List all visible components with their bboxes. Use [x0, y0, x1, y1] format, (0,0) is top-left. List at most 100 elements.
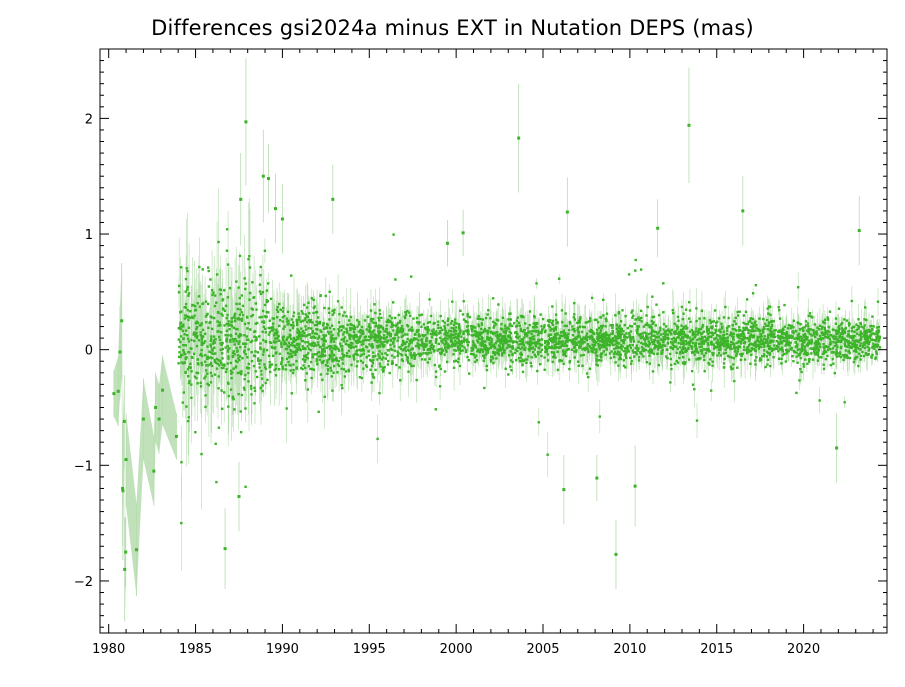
data-point	[747, 350, 751, 353]
data-point	[598, 348, 601, 351]
data-point	[863, 330, 866, 333]
data-point	[707, 335, 710, 339]
data-point	[823, 318, 827, 321]
data-point	[368, 328, 371, 332]
data-point	[330, 339, 333, 342]
data-point	[511, 353, 514, 357]
data-point	[769, 331, 772, 335]
data-point	[780, 362, 783, 365]
data-point	[226, 362, 229, 365]
data-point	[699, 357, 702, 360]
data-point	[242, 386, 246, 389]
data-point	[212, 339, 216, 342]
data-point	[632, 338, 635, 341]
data-point	[345, 327, 348, 330]
data-point	[394, 333, 397, 336]
data-point	[637, 316, 640, 319]
data-point	[645, 361, 648, 364]
data-point	[749, 333, 752, 336]
data-point	[325, 326, 328, 329]
data-point	[207, 285, 211, 288]
data-point	[554, 313, 558, 316]
data-point	[774, 329, 777, 332]
data-point	[862, 354, 866, 358]
data-point	[190, 315, 194, 318]
data-point	[828, 310, 832, 313]
data-point	[465, 329, 468, 332]
data-point	[816, 326, 819, 329]
data-point	[477, 314, 480, 318]
data-point	[751, 317, 754, 321]
data-point	[295, 367, 298, 370]
data-point	[795, 351, 798, 354]
data-point	[348, 345, 351, 348]
data-point	[386, 341, 389, 344]
data-point	[415, 337, 418, 340]
data-point	[394, 324, 398, 328]
data-point	[267, 333, 271, 336]
data-point	[348, 335, 352, 339]
data-point	[391, 360, 394, 363]
data-point	[200, 337, 203, 340]
data-point	[826, 354, 829, 358]
data-point	[654, 330, 658, 334]
data-point	[547, 346, 551, 349]
data-point	[604, 334, 607, 337]
data-point	[865, 329, 868, 332]
data-point	[452, 366, 456, 369]
data-point	[195, 376, 198, 380]
data-point	[289, 337, 293, 341]
data-point	[754, 341, 757, 344]
data-point	[415, 321, 419, 324]
data-point	[779, 336, 782, 339]
data-point	[684, 340, 687, 343]
data-point	[328, 356, 332, 359]
data-point	[443, 343, 446, 346]
data-point	[863, 318, 866, 321]
data-point	[777, 357, 781, 360]
data-point	[232, 350, 235, 353]
data-point	[303, 360, 307, 363]
data-point	[309, 349, 312, 352]
data-point	[404, 313, 408, 317]
data-point	[353, 358, 356, 361]
data-point	[330, 349, 333, 353]
data-point	[304, 313, 307, 316]
data-point	[777, 341, 780, 344]
data-point	[258, 366, 261, 369]
data-point	[648, 354, 651, 357]
data-point	[664, 355, 668, 358]
data-point	[141, 417, 145, 421]
data-point	[770, 333, 773, 336]
data-point	[863, 346, 866, 350]
data-point	[486, 337, 489, 341]
data-point	[779, 337, 782, 341]
data-point	[572, 316, 575, 319]
data-point	[860, 332, 864, 335]
data-point	[233, 312, 237, 315]
data-point	[312, 368, 316, 371]
data-point	[236, 349, 239, 352]
data-point	[343, 331, 346, 334]
data-point	[327, 345, 331, 348]
data-point	[238, 358, 241, 362]
data-point	[508, 324, 511, 327]
data-point	[343, 375, 347, 378]
data-point	[750, 347, 754, 350]
data-point	[534, 355, 538, 358]
data-point	[700, 309, 704, 313]
data-point	[527, 347, 530, 351]
data-point	[630, 311, 633, 314]
data-point	[806, 344, 809, 347]
data-point	[430, 336, 434, 339]
data-point	[271, 322, 275, 325]
data-point	[776, 334, 780, 337]
data-point	[451, 333, 455, 336]
data-point	[707, 328, 711, 331]
data-point	[352, 354, 355, 357]
data-point	[785, 352, 788, 355]
data-point	[718, 343, 722, 347]
data-point	[282, 338, 285, 341]
data-point	[701, 326, 704, 329]
data-point	[428, 298, 431, 301]
